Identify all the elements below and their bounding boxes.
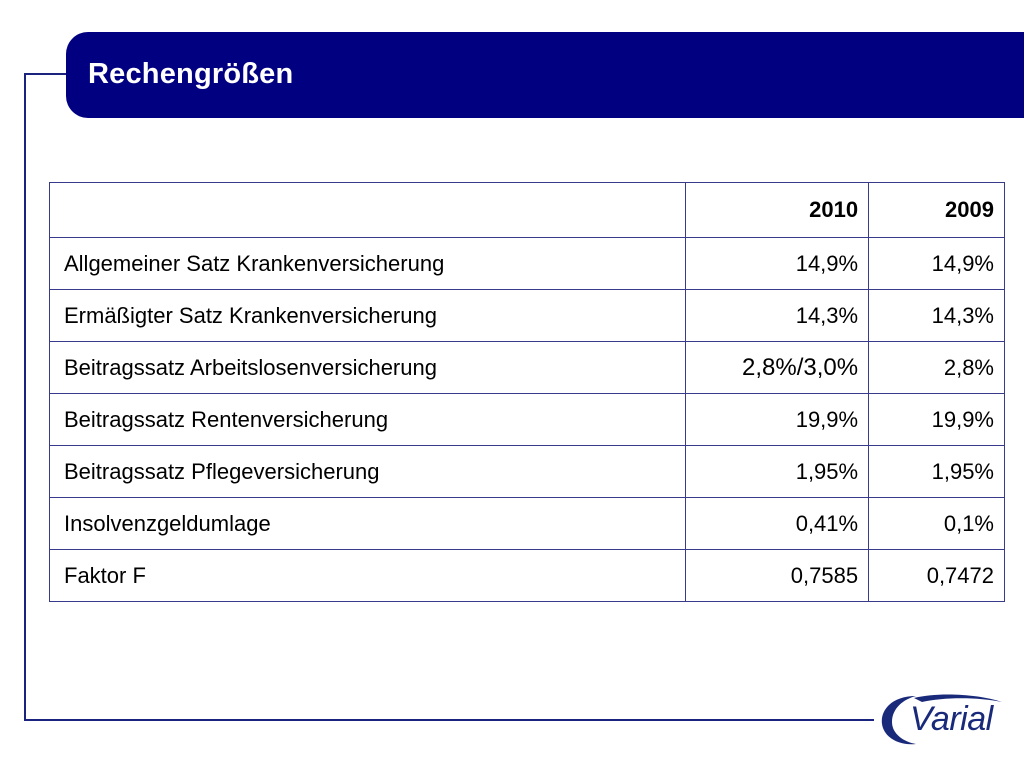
value-2009: 2,8% <box>868 341 1005 394</box>
value-2009: 0,1% <box>868 497 1005 550</box>
value-2009: 14,3% <box>868 289 1005 342</box>
title-bar: Rechengrößen <box>66 32 1024 118</box>
value-2009: 14,9% <box>868 237 1005 290</box>
value-2010: 14,9% <box>685 237 870 290</box>
row-label: Beitragssatz Rentenversicherung <box>48 393 687 446</box>
frame-line-top <box>24 73 68 75</box>
value-2010: 0,41% <box>685 497 870 550</box>
rates-table: 2010 2009 Allgemeiner Satz Krankenversic… <box>48 182 1005 602</box>
frame-line-bottom <box>24 719 874 721</box>
table-row: Beitragssatz Pflegeversicherung 1,95% 1,… <box>48 445 1005 498</box>
row-label: Beitragssatz Arbeitslosenversicherung <box>48 341 687 394</box>
row-label: Ermäßigter Satz Krankenversicherung <box>48 289 687 342</box>
page-title: Rechengrößen <box>88 58 294 90</box>
logo-swoosh-icon <box>881 694 1002 745</box>
value-2010: 14,3% <box>685 289 870 342</box>
value-2009: 1,95% <box>868 445 1005 498</box>
frame-line-left <box>24 73 26 721</box>
header-year-2010: 2010 <box>685 182 870 238</box>
table-row: Beitragssatz Rentenversicherung 19,9% 19… <box>48 393 1005 446</box>
value-2010: 2,8%/3,0% <box>685 341 870 394</box>
row-label: Faktor F <box>48 549 687 602</box>
row-label: Beitragssatz Pflegeversicherung <box>48 445 687 498</box>
value-2010: 0,7585 <box>685 549 870 602</box>
header-year-2009: 2009 <box>868 182 1005 238</box>
table-header-row: 2010 2009 <box>48 182 1005 238</box>
table-row: Faktor F 0,7585 0,7472 <box>48 549 1005 602</box>
table-row: Allgemeiner Satz Krankenversicherung 14,… <box>48 237 1005 290</box>
value-2009: 0,7472 <box>868 549 1005 602</box>
row-label: Allgemeiner Satz Krankenversicherung <box>48 237 687 290</box>
row-label: Insolvenzgeldumlage <box>48 497 687 550</box>
varial-logo: Varial <box>878 688 1008 750</box>
table-row: Beitragssatz Arbeitslosenversicherung 2,… <box>48 341 1005 394</box>
table-row: Ermäßigter Satz Krankenversicherung 14,3… <box>48 289 1005 342</box>
table-row: Insolvenzgeldumlage 0,41% 0,1% <box>48 497 1005 550</box>
value-2010: 19,9% <box>685 393 870 446</box>
value-2009: 19,9% <box>868 393 1005 446</box>
header-empty-cell <box>48 182 687 238</box>
value-2010: 1,95% <box>685 445 870 498</box>
logo-text: Varial <box>910 700 993 738</box>
